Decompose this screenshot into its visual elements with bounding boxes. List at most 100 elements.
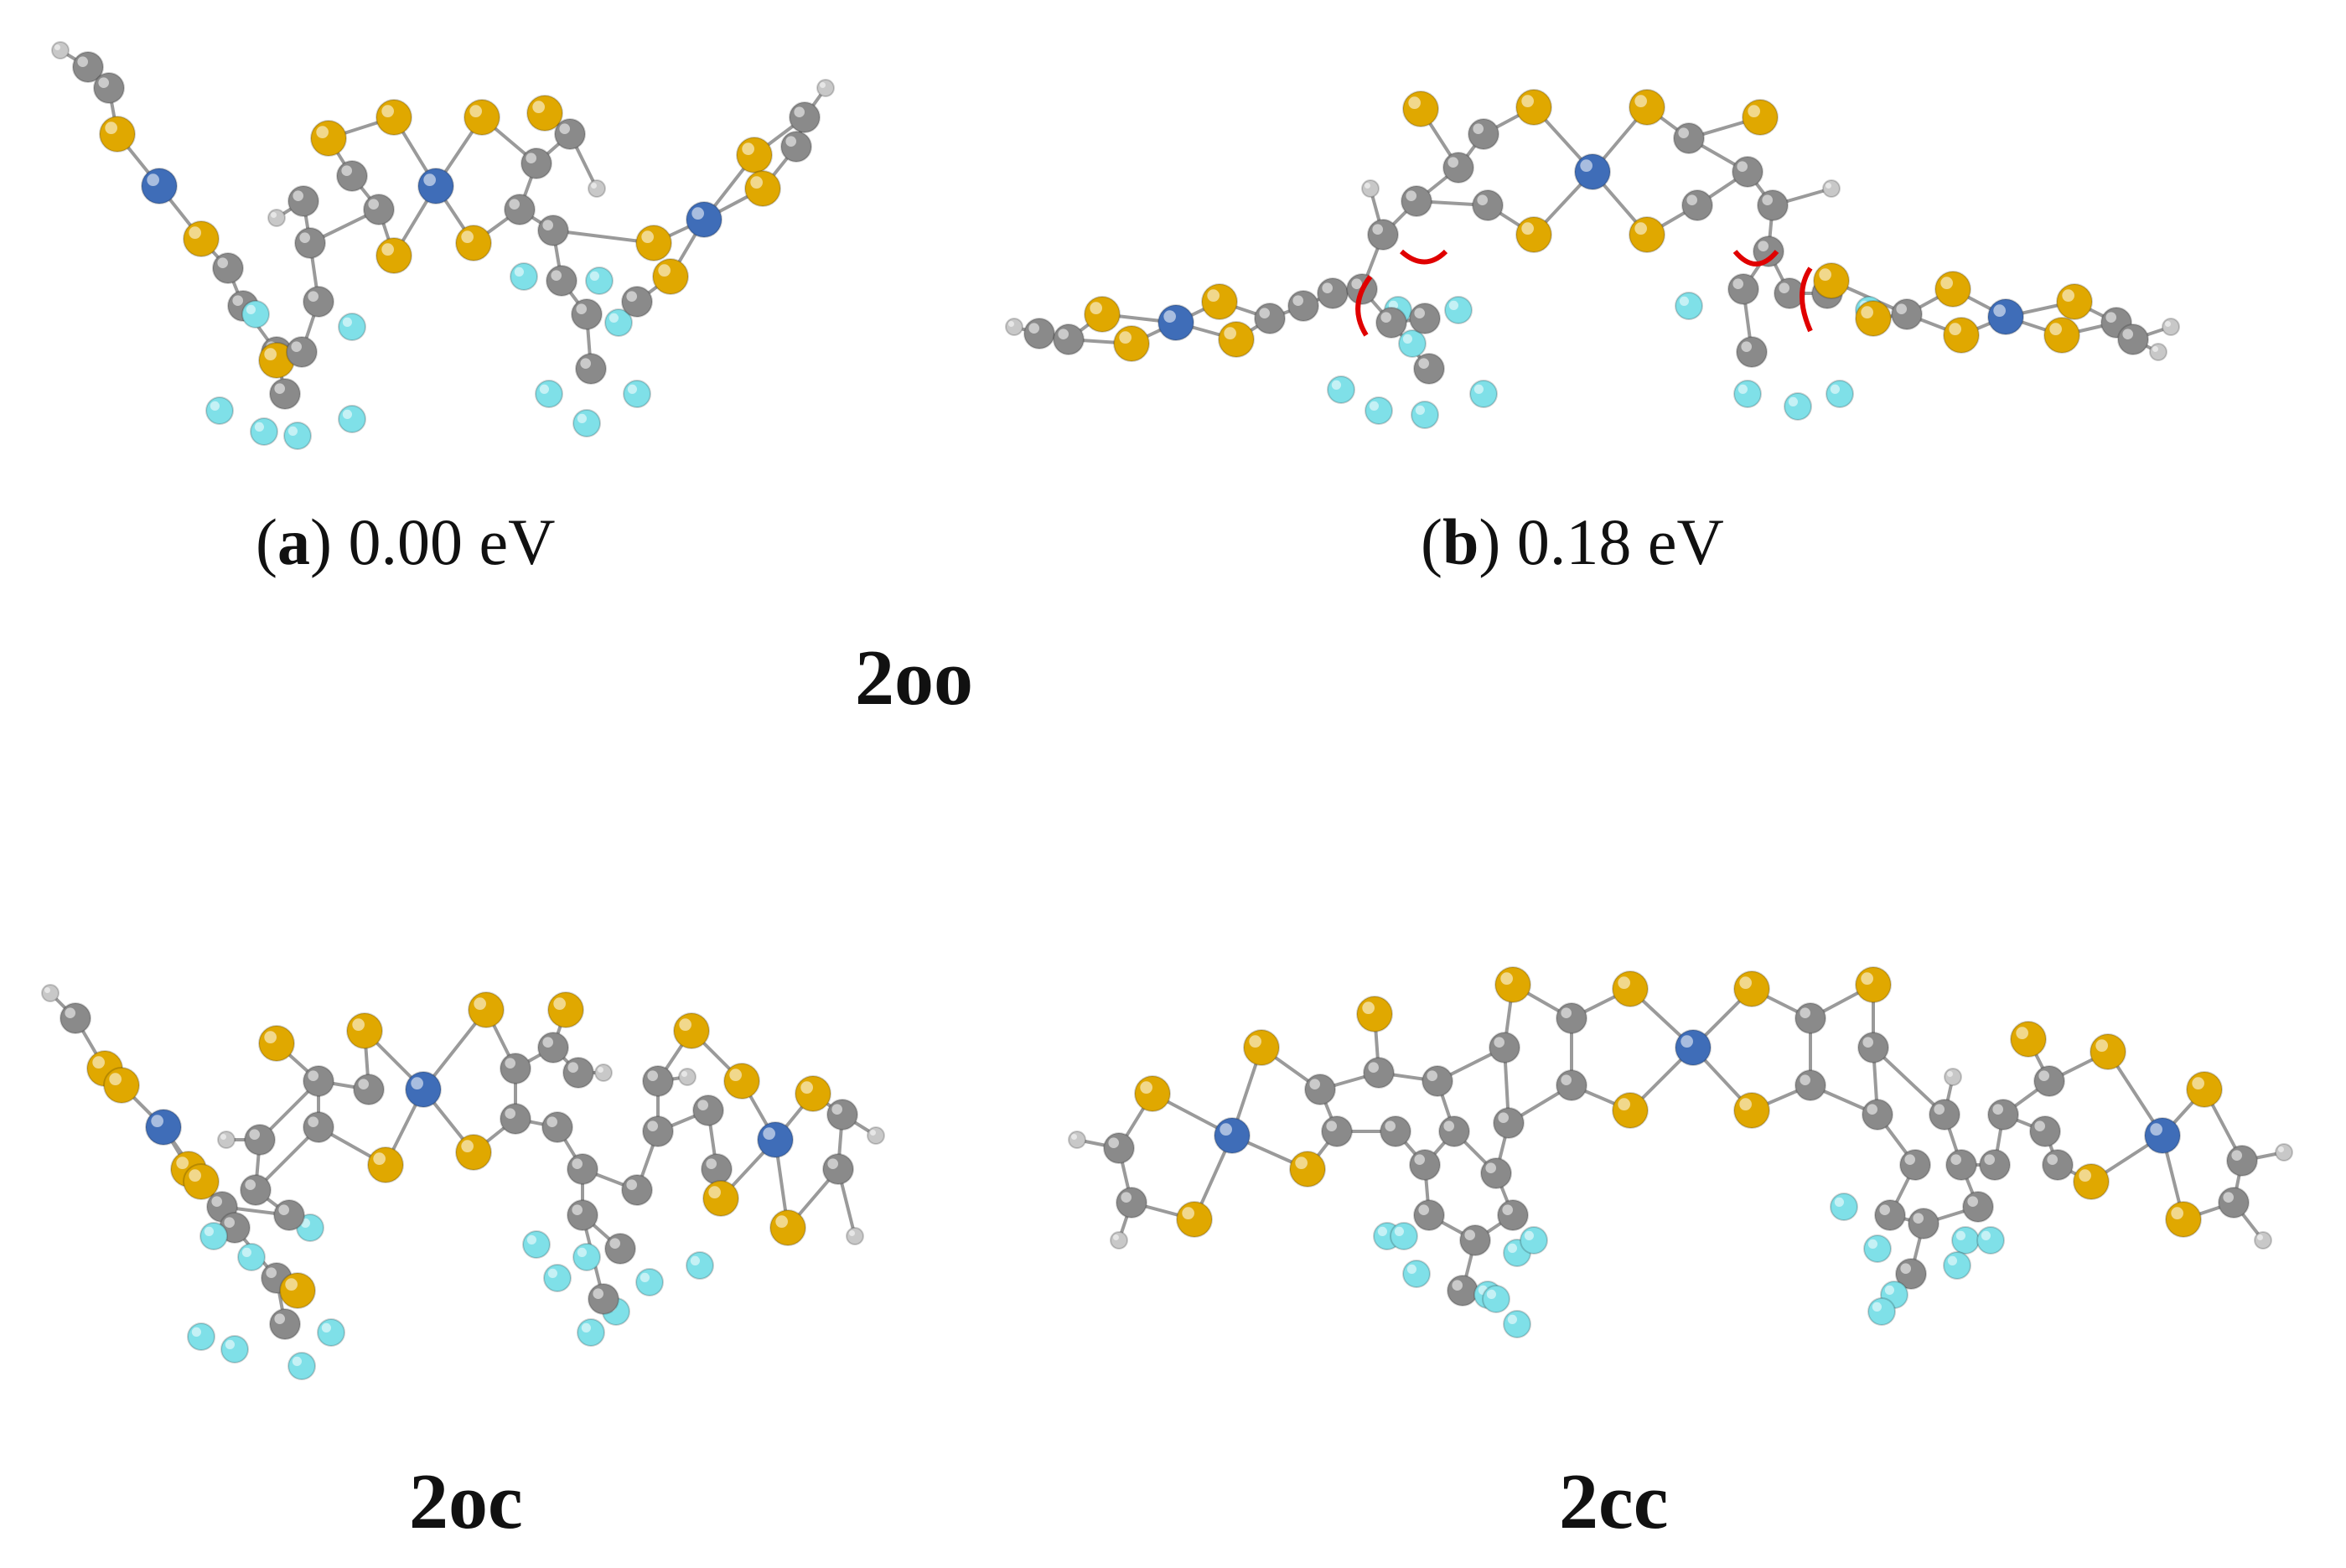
rotation-arrow xyxy=(1800,267,1813,333)
atom-highlight xyxy=(1447,157,1458,168)
fluorine-atom xyxy=(237,1243,266,1271)
atom-highlight xyxy=(461,1140,474,1152)
atom-highlight xyxy=(1385,1120,1396,1131)
atom-highlight xyxy=(274,1313,286,1324)
metal-atom xyxy=(1157,304,1194,341)
carbon-atom xyxy=(1929,1099,1960,1131)
atom-highlight xyxy=(411,1077,423,1089)
atom-highlight xyxy=(820,82,826,88)
atom-highlight xyxy=(572,1158,583,1169)
caption-b: (b) 0.18 eV xyxy=(1421,505,1724,578)
atom-highlight xyxy=(1406,190,1416,201)
hydrogen-atom xyxy=(1361,179,1380,198)
atom-highlight xyxy=(1800,1074,1810,1085)
atom-highlight xyxy=(1322,282,1333,294)
fluorine-atom xyxy=(1402,1260,1431,1288)
sulfur-atom xyxy=(1742,99,1779,136)
carbon-atom xyxy=(692,1094,724,1126)
carbon-atom xyxy=(269,378,301,410)
carbon-atom xyxy=(1023,318,1055,349)
atom-highlight xyxy=(249,1129,261,1140)
atom-highlight xyxy=(1008,321,1014,327)
atom-highlight xyxy=(1362,1001,1375,1014)
fluorine-atom xyxy=(1733,380,1762,408)
atom-highlight xyxy=(2049,323,2062,335)
carbon-atom xyxy=(287,185,319,217)
atom-highlight xyxy=(1861,972,1873,985)
atom-highlight xyxy=(1402,334,1412,344)
hydrogen-atom xyxy=(588,179,606,198)
sulfur-atom xyxy=(2186,1071,2223,1108)
hydrogen-atom xyxy=(678,1068,697,1086)
fluorine-atom xyxy=(1327,375,1355,404)
atom-highlight xyxy=(1561,1007,1572,1018)
carbon-atom xyxy=(541,1111,573,1143)
atom-highlight xyxy=(1940,277,1953,289)
atom-highlight xyxy=(1182,1207,1194,1219)
molecule-2cc xyxy=(1068,966,2293,1338)
atom-highlight xyxy=(1414,308,1425,319)
metal-atom xyxy=(1574,153,1611,190)
carbon-atom xyxy=(1556,1069,1587,1101)
sulfur-atom xyxy=(1934,271,1971,308)
atom-highlight xyxy=(742,142,755,155)
carbon-atom xyxy=(1422,1065,1453,1097)
carbon-atom xyxy=(1442,152,1474,184)
atom-highlight xyxy=(210,401,220,411)
fluorine-atom xyxy=(250,417,278,446)
atom-highlight xyxy=(1992,1104,2003,1115)
atom-highlight xyxy=(591,183,597,189)
atom-highlight xyxy=(1741,341,1752,353)
atom-highlight xyxy=(1618,1098,1630,1110)
atom-highlight xyxy=(1121,1192,1132,1203)
atom-highlight xyxy=(1418,358,1429,370)
carbon-atom xyxy=(562,1057,594,1089)
atom-highlight xyxy=(626,291,637,303)
sulfur-atom xyxy=(769,1209,806,1246)
fluorine-atom xyxy=(338,313,366,341)
atom-highlight xyxy=(308,1070,319,1081)
atom-highlight xyxy=(1377,1226,1387,1236)
atom-highlight xyxy=(1984,1154,1995,1165)
atom-highlight xyxy=(1408,96,1421,109)
atom-highlight xyxy=(1867,1104,1877,1115)
carbon-atom xyxy=(575,353,607,385)
atom-highlight xyxy=(1140,1081,1152,1094)
atom-highlight xyxy=(626,1179,637,1190)
carbon-atom xyxy=(1287,290,1319,322)
fluorine-atom xyxy=(1863,1234,1892,1263)
atom-highlight xyxy=(827,1158,838,1169)
atom-highlight xyxy=(1830,384,1840,394)
atom-highlight xyxy=(1415,405,1425,415)
carbon-atom xyxy=(1979,1149,2011,1181)
atom-highlight xyxy=(1981,1230,1991,1240)
atom-highlight xyxy=(308,291,319,303)
atom-highlight xyxy=(217,257,229,269)
atom-highlight xyxy=(1834,1197,1844,1207)
atom-highlight xyxy=(2062,289,2074,302)
metal-atom xyxy=(1214,1117,1251,1154)
atom-highlight xyxy=(2150,1123,2162,1136)
carbon-atom xyxy=(504,194,536,225)
atom-highlight xyxy=(1464,1229,1475,1240)
atom-highlight xyxy=(316,126,329,138)
metal-atom xyxy=(1987,298,2024,335)
carbon-atom xyxy=(500,1103,531,1135)
fluorine-atom xyxy=(1444,296,1473,324)
fluorine-atom xyxy=(572,1243,601,1271)
atom-highlight xyxy=(189,226,201,239)
hydrogen-atom xyxy=(2149,343,2167,361)
atom-highlight xyxy=(2223,1192,2234,1203)
carbon-atom xyxy=(269,1308,301,1340)
atom-highlight xyxy=(342,409,352,419)
atom-highlight xyxy=(785,136,796,147)
hydrogen-atom xyxy=(267,209,286,227)
carbon-atom xyxy=(1732,156,1763,188)
atom-highlight xyxy=(232,295,244,307)
sulfur-atom xyxy=(1855,300,1892,337)
fluorine-atom xyxy=(1867,1297,1896,1326)
atom-highlight xyxy=(176,1157,189,1169)
atom-highlight xyxy=(278,1204,290,1215)
atom-highlight xyxy=(1414,1154,1425,1165)
atom-highlight xyxy=(65,1007,75,1018)
